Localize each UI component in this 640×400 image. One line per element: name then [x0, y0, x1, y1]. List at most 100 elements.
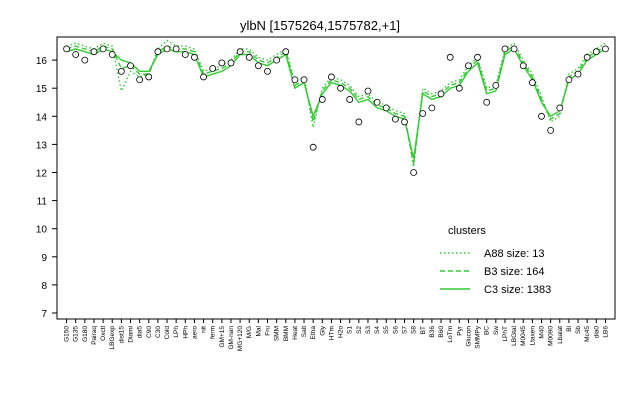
x-tick-label: B60	[438, 326, 445, 338]
data-point	[437, 90, 445, 98]
x-tick-label: LBGexp	[109, 326, 116, 350]
data-point	[556, 104, 564, 112]
data-point	[574, 70, 582, 78]
data-point	[181, 51, 189, 58]
x-tick-label: M/G	[246, 326, 253, 338]
x-tick-label: C30	[155, 326, 162, 338]
x-tick-label: H2o	[338, 326, 345, 338]
data-point	[300, 76, 308, 84]
data-point	[172, 45, 180, 53]
y-tick-label: 8	[41, 281, 47, 292]
data-point	[355, 118, 363, 126]
x-tick-label: Sb	[575, 326, 582, 334]
data-point	[583, 53, 591, 61]
x-tick-label: BC	[484, 326, 491, 335]
data-point	[510, 45, 518, 53]
data-point	[428, 104, 436, 112]
data-point	[117, 67, 125, 75]
x-tick-label: Glucon	[465, 326, 472, 347]
x-tick-label: GM-nan	[228, 326, 235, 350]
x-tick-label: G135	[73, 326, 80, 342]
x-tick-label: Cold	[164, 326, 171, 340]
data-point	[382, 104, 390, 112]
data-point	[309, 143, 317, 151]
x-tick-label: Lbalat	[557, 326, 564, 344]
x-tick-label: B36	[429, 326, 436, 338]
x-tick-label: S7	[402, 326, 409, 334]
legend-label: B3 size: 164	[484, 266, 545, 278]
data-point	[264, 67, 271, 75]
data-point	[200, 73, 207, 81]
x-tick-label: Ltaxen	[529, 326, 536, 346]
data-point	[528, 79, 536, 86]
x-tick-label: Mc45	[584, 326, 591, 342]
x-tick-label: Heat	[292, 326, 299, 340]
x-tick-label: LPhT	[502, 326, 509, 342]
data-point	[81, 56, 89, 64]
x-tick-label: S2	[356, 326, 363, 334]
x-tick-label: LB6	[602, 326, 609, 338]
data-point	[337, 84, 344, 92]
x-tick-label: BMM	[283, 326, 290, 341]
y-tick-label: 14	[36, 112, 48, 123]
x-tick-label: GM+15	[219, 326, 226, 348]
y-tick-label: 12	[36, 169, 48, 180]
data-point	[492, 81, 500, 89]
y-tick-label: 7	[41, 309, 47, 320]
data-point	[245, 53, 253, 61]
x-tick-label: Bl	[566, 325, 573, 331]
x-tick-label: Pyr	[456, 325, 463, 336]
x-tick-label: C90	[146, 326, 153, 338]
y-tick-label: 9	[41, 253, 47, 264]
data-point	[547, 126, 555, 134]
data-point	[282, 48, 290, 56]
x-tick-label: Pairaq	[91, 326, 98, 345]
data-point	[108, 51, 116, 58]
data-point	[391, 115, 399, 123]
data-point	[465, 62, 472, 70]
data-point	[63, 45, 70, 53]
y-tick-label: 11	[37, 197, 48, 208]
y-tick-label: 13	[36, 140, 48, 151]
x-tick-label: aero	[191, 326, 198, 339]
x-tick-label: SMMPy	[475, 325, 482, 349]
x-tick-label: HPh	[182, 326, 189, 339]
x-tick-label: dia5	[137, 326, 144, 339]
x-tick-label: M0045	[520, 326, 527, 346]
data-point	[501, 45, 509, 53]
x-tick-label: Oxctl	[100, 325, 107, 340]
data-point	[519, 62, 527, 70]
x-tick-label: S8	[411, 326, 418, 334]
chart-title: ylbN [1575264,1575782,+1]	[240, 18, 400, 33]
x-tick-label: S3	[365, 326, 372, 334]
x-tick-label: LoTm	[447, 326, 454, 343]
series-line	[66, 39, 606, 168]
x-tick-label: Etha	[310, 326, 317, 340]
legend-title: clusters	[448, 225, 486, 237]
data-point	[291, 76, 299, 84]
x-tick-label: HTm	[328, 326, 335, 340]
x-tick-label: G180	[82, 326, 89, 342]
data-point	[483, 98, 491, 106]
x-tick-label: S1	[347, 326, 354, 334]
x-tick-label: M0090	[548, 326, 555, 346]
data-point	[565, 76, 573, 84]
data-point	[364, 87, 372, 95]
data-point	[72, 51, 80, 58]
data-point	[136, 76, 144, 84]
data-point	[227, 59, 235, 67]
data-point	[99, 45, 107, 53]
data-point	[474, 53, 481, 61]
x-tick-label: Diami	[128, 326, 135, 343]
data-point	[273, 56, 281, 64]
data-point	[191, 53, 198, 61]
legend-label: A88 size: 13	[484, 248, 545, 260]
x-tick-label: ferm	[210, 326, 217, 339]
x-tick-label: MG+120	[237, 326, 244, 351]
x-tick-label: Fru	[265, 326, 272, 336]
x-tick-label: Salt	[301, 326, 308, 337]
data-point	[154, 48, 162, 56]
x-tick-label: dia0	[593, 326, 600, 339]
x-tick-label: G150	[64, 326, 71, 342]
